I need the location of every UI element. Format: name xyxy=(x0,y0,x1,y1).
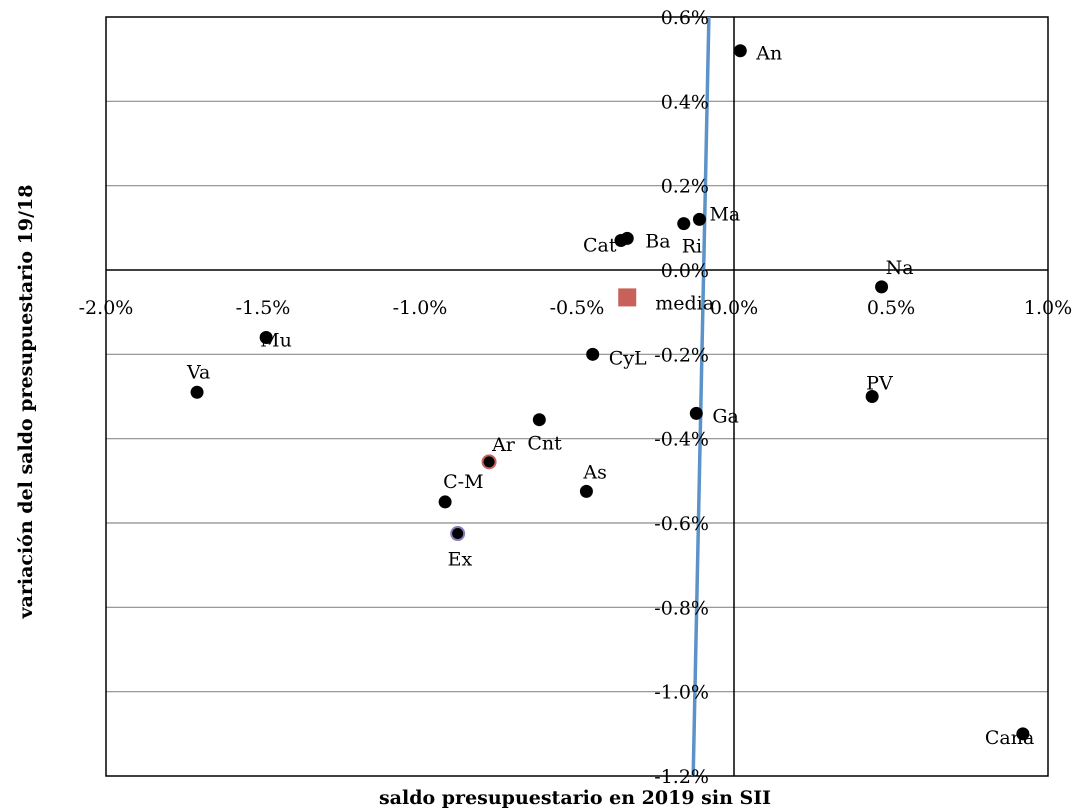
point-label: CyL xyxy=(609,347,647,369)
x-tick-label: -1.0% xyxy=(393,297,448,319)
x-tick-label: -0.5% xyxy=(550,297,605,319)
data-point-CyL xyxy=(586,347,600,361)
data-point-Cat xyxy=(614,233,628,247)
trend-line-group xyxy=(691,16,711,777)
data-point-As xyxy=(579,484,593,498)
point-label: Cnt xyxy=(527,433,562,455)
y-axis-title: variación del saldo presupuestario 19/18 xyxy=(15,185,37,620)
y-tick-label: -0.4% xyxy=(654,429,709,451)
point-label: Cat xyxy=(583,234,617,256)
points-group: An Ma Ri Ba Cat Na media Mu CyL Va PV Ga Cnt Ar As C-M E… xyxy=(186,43,1034,749)
point-label: Na xyxy=(886,257,914,279)
point-label: C-M xyxy=(443,471,483,493)
trend-line xyxy=(691,16,711,777)
data-point-Cnt xyxy=(532,413,546,427)
x-tick-labels: -2.0% -1.5% -1.0% -0.5% 0.0% 0.5% 1.0% xyxy=(79,297,1072,319)
y-tick-label: 0.2% xyxy=(661,176,709,198)
point-label: Ba xyxy=(645,230,670,252)
point-label: Mu xyxy=(260,329,292,351)
point-label: PV xyxy=(866,373,893,395)
y-tick-label: -0.6% xyxy=(654,513,709,535)
point-label: Ri xyxy=(682,236,702,258)
x-tick-label: 1.0% xyxy=(1024,297,1072,319)
y-tick-label: 0.6% xyxy=(661,7,709,29)
x-tick-label: -1.5% xyxy=(236,297,291,319)
data-point-PV xyxy=(865,390,879,403)
y-tick-label: 0.0% xyxy=(661,260,709,282)
gridlines xyxy=(106,100,1048,693)
data-point-Va xyxy=(190,385,204,399)
data-point-Na xyxy=(875,280,889,294)
data-point-Cana xyxy=(1016,727,1030,741)
data-point-Ri xyxy=(677,217,691,231)
data-point-Ga xyxy=(689,406,703,420)
point-label: Ma xyxy=(709,203,740,225)
data-point-Mu xyxy=(259,330,273,344)
y-tick-label: -0.8% xyxy=(654,597,709,619)
x-tick-label: -2.0% xyxy=(79,297,134,319)
x-axis-title: saldo presupuestario en 2019 sin SII xyxy=(379,787,771,809)
point-label: media xyxy=(655,292,714,314)
data-point-An xyxy=(733,44,747,58)
y-tick-labels: 0.6% 0.4% 0.2% 0.0% -0.2% -0.4% -0.6% -0.8% -1.0… xyxy=(654,7,709,788)
point-label: Ar xyxy=(491,434,516,456)
y-tick-label: -0.2% xyxy=(654,344,709,366)
x-tick-label: 0.0% xyxy=(710,297,758,319)
plot-frame xyxy=(105,16,1049,777)
point-label: Va xyxy=(186,361,210,383)
point-label: Ex xyxy=(448,549,473,571)
data-point-media xyxy=(618,288,637,307)
point-label: Ga xyxy=(712,405,739,427)
point-label: As xyxy=(582,461,606,483)
y-tick-label: 0.4% xyxy=(661,91,709,113)
x-tick-label: 0.5% xyxy=(867,297,915,319)
data-point-Ar xyxy=(481,454,497,470)
y-tick-label: -1.2% xyxy=(654,766,709,788)
point-label: An xyxy=(755,43,782,65)
point-label: Cana xyxy=(985,727,1034,749)
data-point-Ma xyxy=(692,212,706,226)
data-point-Ex xyxy=(450,526,466,542)
data-point-C-M xyxy=(438,495,452,509)
y-tick-label: -1.0% xyxy=(654,682,709,704)
